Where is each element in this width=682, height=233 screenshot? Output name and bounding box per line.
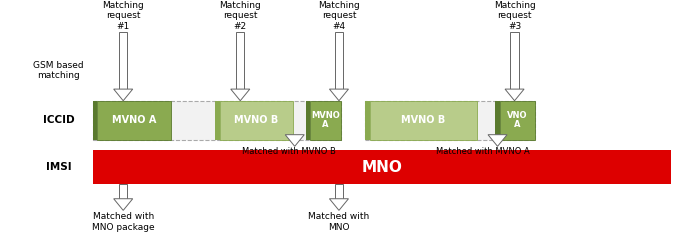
Bar [93, 150, 671, 184]
Text: MVNO B: MVNO B [401, 115, 445, 125]
Bar [215, 101, 220, 140]
Bar [335, 32, 343, 89]
Bar [93, 101, 98, 140]
Bar [306, 101, 310, 140]
Polygon shape [505, 89, 524, 101]
Text: Matching
request
#4: Matching request #4 [318, 1, 360, 31]
Polygon shape [114, 199, 133, 210]
Bar [310, 101, 341, 140]
Bar [496, 101, 501, 140]
Bar [119, 32, 128, 89]
Text: Matched with
MNO: Matched with MNO [308, 212, 370, 232]
Bar [291, 135, 299, 140]
Text: MNO: MNO [361, 160, 402, 175]
Text: ICCID: ICCID [43, 115, 74, 125]
Text: Matched with MVNO A: Matched with MVNO A [436, 147, 530, 156]
Text: Matched with MVNO B: Matched with MVNO B [242, 147, 336, 156]
Text: MVNO
A: MVNO A [311, 111, 340, 130]
Bar [365, 101, 535, 140]
Bar [119, 184, 128, 199]
Bar [494, 135, 502, 140]
Bar [236, 32, 244, 89]
Polygon shape [329, 199, 349, 210]
Bar [510, 32, 518, 89]
Text: Matching
request
#3: Matching request #3 [494, 1, 535, 31]
Bar [501, 101, 535, 140]
Polygon shape [285, 135, 304, 146]
Bar [93, 101, 341, 140]
Text: Matching
request
#1: Matching request #1 [102, 1, 144, 31]
Text: Matched with
MNO package: Matched with MNO package [92, 212, 155, 232]
Text: MVNO B: MVNO B [235, 115, 279, 125]
Text: IMSI: IMSI [46, 162, 72, 172]
Bar [370, 101, 477, 140]
Bar [335, 184, 343, 199]
Polygon shape [329, 89, 349, 101]
Text: MVNO A: MVNO A [112, 115, 156, 125]
Polygon shape [231, 89, 250, 101]
Polygon shape [114, 89, 133, 101]
Bar [220, 101, 293, 140]
Text: GSM based
matching: GSM based matching [33, 61, 84, 80]
Polygon shape [488, 135, 507, 146]
Text: Matching
request
#2: Matching request #2 [220, 1, 261, 31]
Text: VNO
A: VNO A [507, 111, 528, 130]
Bar [365, 101, 370, 140]
Bar [98, 101, 171, 140]
